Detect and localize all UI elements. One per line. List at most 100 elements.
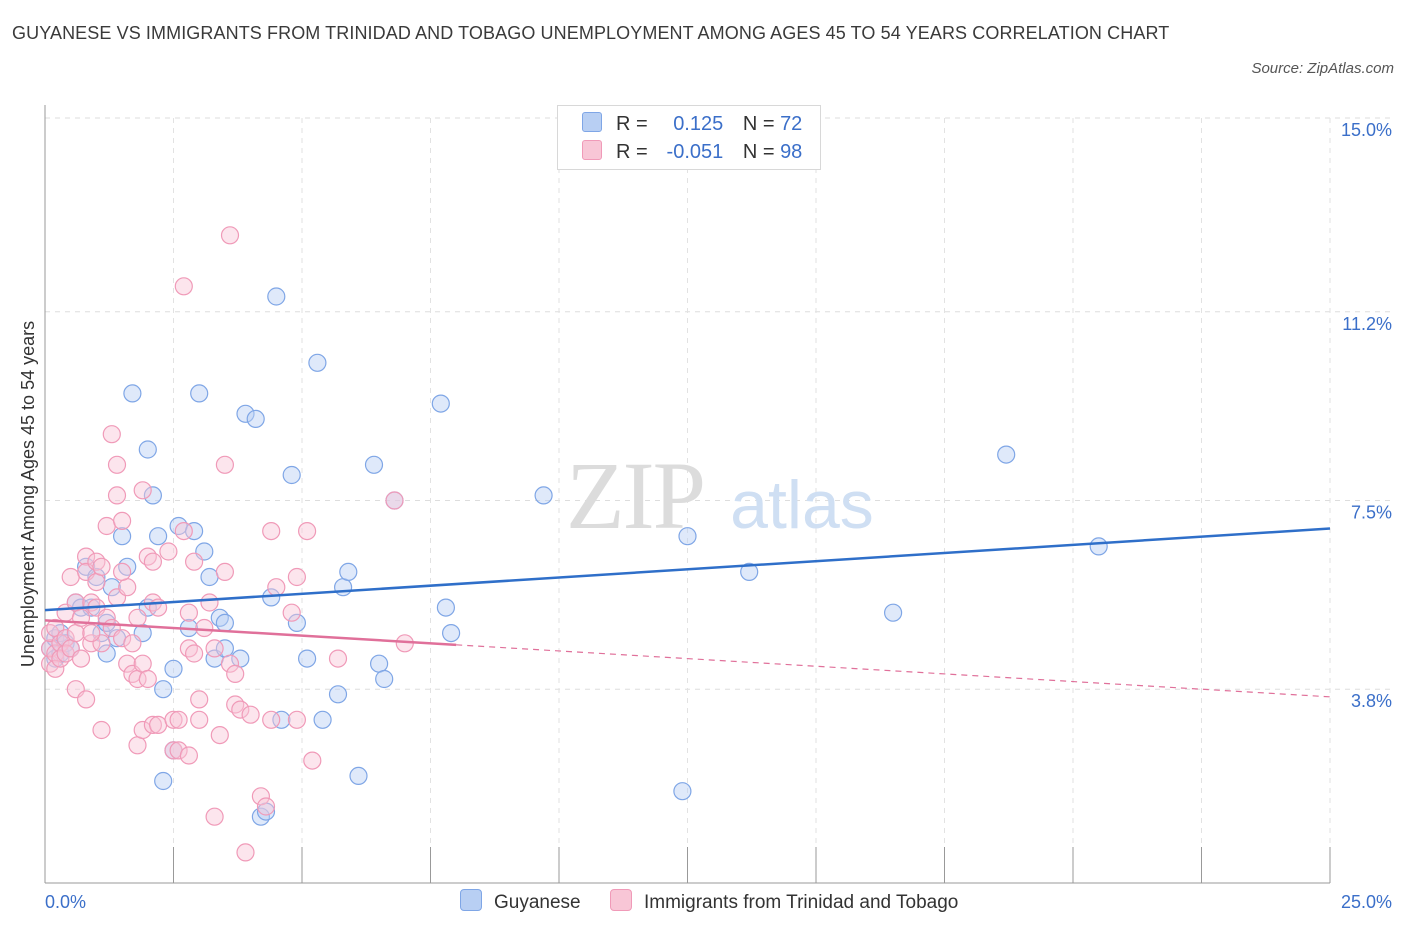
point-guyanese	[334, 578, 353, 597]
legend-n-value: 98	[780, 141, 803, 163]
point-guyanese	[298, 649, 317, 668]
point-guyanese	[118, 557, 137, 576]
point-trinidad	[92, 720, 111, 740]
point-trinidad	[179, 603, 198, 622]
point-trinidad	[128, 736, 147, 755]
x-tick-label-max: 25.0%	[1341, 892, 1392, 912]
point-guyanese	[251, 807, 270, 826]
point-trinidad	[169, 710, 188, 729]
point-guyanese	[349, 766, 368, 786]
legend-swatch-blue	[582, 112, 602, 132]
legend-r-value: 0.125	[673, 113, 724, 135]
point-trinidad	[149, 715, 168, 735]
point-trinidad	[133, 654, 152, 673]
point-trinidad	[82, 623, 101, 643]
legend-label: Guyanese	[494, 892, 581, 913]
point-trinidad	[179, 746, 198, 765]
point-guyanese	[138, 440, 157, 459]
point-trinidad	[87, 572, 106, 592]
point-trinidad	[143, 715, 162, 735]
legend-row-trinidad: R = -0.051 N = 98	[582, 140, 802, 166]
legend-r-label: R =	[616, 113, 648, 135]
point-guyanese	[287, 613, 306, 633]
point-trinidad	[262, 710, 281, 729]
point-trinidad	[210, 725, 229, 745]
point-trinidad	[97, 608, 116, 627]
point-trinidad	[267, 578, 286, 597]
axes	[44, 105, 1331, 884]
point-trinidad	[159, 542, 178, 561]
legend-row-guyanese: R = 0.125 N = 72	[582, 112, 802, 138]
point-guyanese	[267, 287, 286, 306]
point-trinidad	[298, 521, 317, 541]
point-trinidad	[92, 557, 111, 576]
point-guyanese	[185, 521, 204, 541]
point-guyanese	[246, 409, 265, 428]
point-guyanese	[313, 710, 332, 729]
point-trinidad	[241, 705, 260, 724]
point-trinidad	[200, 593, 219, 612]
point-guyanese	[436, 598, 455, 617]
point-trinidad	[282, 603, 301, 622]
grid-lines	[45, 117, 1395, 883]
point-guyanese	[308, 353, 327, 372]
point-guyanese	[154, 680, 173, 699]
point-trinidad	[220, 226, 240, 245]
point-guyanese	[190, 384, 209, 403]
legend-swatch-pink	[582, 140, 602, 160]
point-guyanese	[87, 567, 106, 587]
point-guyanese	[442, 623, 461, 643]
point-trinidad	[87, 552, 106, 571]
point-trinidad	[112, 511, 132, 531]
point-guyanese	[51, 623, 70, 643]
point-guyanese	[154, 771, 173, 791]
x-tick-label-min: 0.0%	[45, 892, 86, 912]
point-trinidad	[123, 634, 142, 653]
point-trinidad	[51, 634, 70, 653]
point-guyanese	[740, 562, 759, 582]
point-guyanese	[210, 608, 229, 627]
point-trinidad	[236, 843, 255, 862]
point-trinidad	[226, 664, 245, 684]
point-trinidad	[262, 521, 281, 541]
point-trinidad	[190, 710, 209, 729]
trend-line-trinidad	[44, 619, 457, 647]
point-guyanese	[883, 603, 903, 622]
legend-swatch-pink	[610, 889, 632, 911]
point-guyanese	[164, 659, 183, 678]
point-trinidad	[138, 669, 157, 689]
point-trinidad	[107, 486, 127, 505]
point-guyanese	[215, 613, 234, 633]
point-trinidad	[226, 695, 245, 714]
watermark-atlas: atlas	[730, 467, 874, 543]
point-guyanese	[112, 527, 132, 546]
point-trinidad	[76, 547, 96, 566]
point-trinidad	[385, 491, 404, 510]
point-trinidad	[46, 659, 65, 678]
point-trinidad	[97, 516, 116, 536]
point-guyanese	[1089, 537, 1108, 556]
y-tick-label: 11.2%	[1342, 314, 1392, 334]
point-trinidad	[215, 562, 234, 582]
point-guyanese	[272, 710, 291, 729]
legend-n-value: 72	[780, 113, 803, 135]
point-trinidad	[231, 700, 250, 719]
legend-item-guyanese: Guyanese	[460, 889, 581, 914]
point-guyanese	[364, 455, 384, 474]
point-guyanese	[673, 782, 692, 801]
point-trinidad	[190, 690, 209, 709]
point-guyanese	[328, 685, 348, 704]
point-trinidad	[179, 639, 198, 658]
point-guyanese	[431, 394, 450, 413]
legend-item-trinidad: Immigrants from Trinidad and Tobago	[610, 889, 958, 914]
point-guyanese	[997, 445, 1016, 464]
point-trinidad	[303, 751, 322, 770]
legend-n-label: N =	[742, 141, 775, 163]
point-trinidad	[256, 797, 276, 816]
point-trinidad	[185, 644, 204, 663]
point-trinidad	[328, 649, 348, 668]
stats-legend: R = 0.125 N = 72 R = -0.051 N = 98	[557, 105, 821, 170]
point-guyanese	[200, 567, 219, 587]
legend-swatch-blue	[460, 889, 482, 911]
point-trinidad	[174, 521, 193, 541]
